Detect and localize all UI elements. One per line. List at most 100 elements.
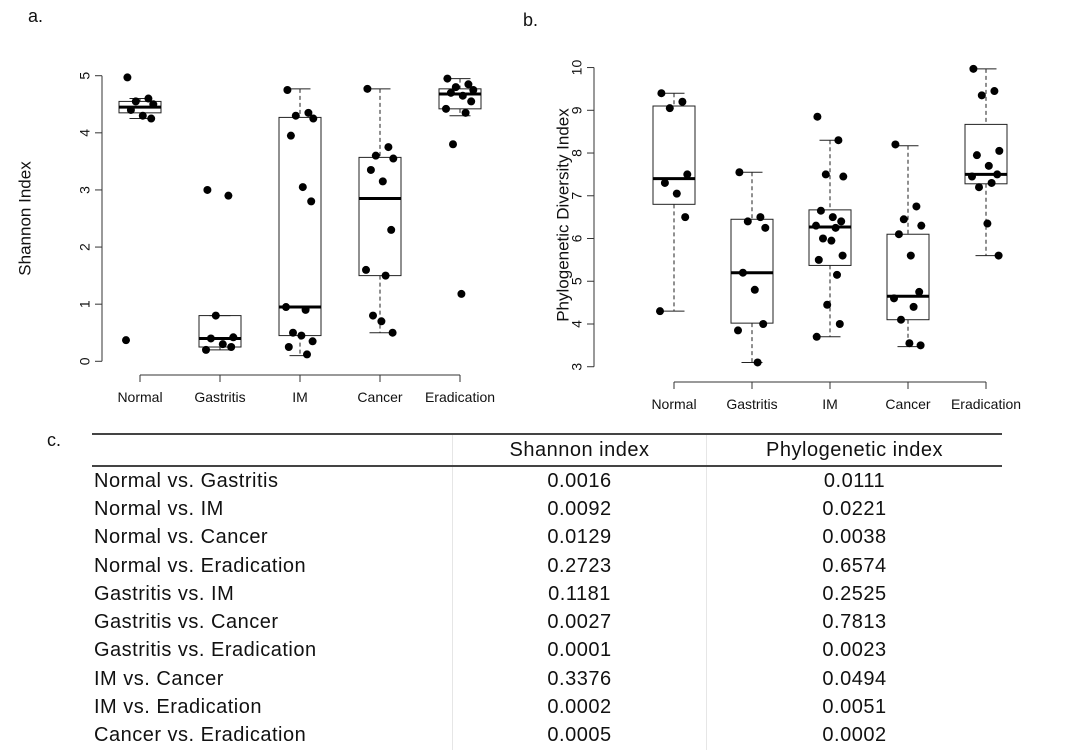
boxplot-figure: 0 1 2 3 4 5 Shannon Index Normal Gastritis IM Canc… xyxy=(15,60,1021,412)
y-tick-label: 0 xyxy=(77,357,93,365)
data-point xyxy=(283,85,292,94)
phylogenetic-pvalue-cell: 0.0221 xyxy=(706,495,1002,524)
data-point xyxy=(683,170,692,179)
data-point xyxy=(298,183,307,192)
data-point xyxy=(834,136,843,145)
data-point xyxy=(657,89,666,98)
data-point xyxy=(916,341,925,350)
data-point xyxy=(681,213,690,222)
table-body: Normal vs. Gastritis 0.0016 0.0111 Normal v… xyxy=(92,466,1002,750)
x-tick-label: Eradication xyxy=(951,396,1021,412)
table-row: Normal vs. Gastritis 0.0016 0.0111 xyxy=(92,466,1002,496)
data-point xyxy=(969,64,978,73)
y-tick-label: 5 xyxy=(77,72,93,80)
phylogenetic-pvalue-cell: 0.0494 xyxy=(706,665,1002,694)
x-tick-label: Gastritis xyxy=(194,389,245,405)
data-point xyxy=(362,265,370,274)
data-point xyxy=(363,84,372,93)
data-point xyxy=(458,91,467,100)
y-tick-label: 10 xyxy=(569,60,585,76)
data-point xyxy=(301,305,310,314)
data-point xyxy=(147,114,156,123)
table-row: Gastritis vs. Eradication 0.0001 0.0023 xyxy=(92,636,1002,666)
table-header-phylogenetic: Phylogenetic index xyxy=(706,433,1002,467)
phylogenetic-pvalue-cell: 0.7813 xyxy=(706,608,1002,637)
data-point xyxy=(743,217,752,226)
data-point xyxy=(286,131,295,140)
data-point xyxy=(812,221,820,230)
x-tick-label: Cancer xyxy=(885,396,930,412)
data-point xyxy=(371,151,380,160)
data-point xyxy=(756,213,765,222)
y-tick-label: 4 xyxy=(569,320,585,328)
data-point xyxy=(149,100,158,109)
data-point xyxy=(457,289,466,298)
comparison-cell: Normal vs. Gastritis xyxy=(94,469,279,492)
data-point xyxy=(443,74,452,83)
phylogenetic-pvalue-cell: 0.0002 xyxy=(706,721,1002,750)
box-iqr xyxy=(652,105,696,205)
shannon-pvalue-cell: 0.1181 xyxy=(452,580,707,609)
data-point xyxy=(469,85,478,94)
shannon-pvalue-cell: 0.2723 xyxy=(452,551,707,581)
data-point xyxy=(203,185,212,194)
data-point xyxy=(816,206,825,215)
shannon-pvalue-cell: 0.0092 xyxy=(452,495,707,524)
data-point xyxy=(838,251,847,260)
data-point xyxy=(987,178,996,187)
y-tick-label: 1 xyxy=(77,300,93,308)
data-point xyxy=(678,97,687,106)
table-row: Normal vs. Eradication 0.2723 0.6574 xyxy=(92,551,1002,581)
table-row: Normal vs. Cancer 0.0129 0.0038 xyxy=(92,523,1002,552)
data-point xyxy=(917,221,926,230)
data-point xyxy=(282,303,290,312)
data-point xyxy=(451,83,460,92)
data-point xyxy=(891,140,900,149)
data-point xyxy=(897,315,905,324)
x-tick-label: Eradication xyxy=(425,389,495,405)
y-tick-label: 2 xyxy=(77,243,93,251)
data-point xyxy=(759,319,768,328)
phylogenetic-pvalue-cell: 0.0038 xyxy=(706,523,1002,552)
comparison-cell: Gastritis vs. Cancer xyxy=(94,611,279,634)
data-point xyxy=(442,104,450,113)
data-point xyxy=(138,111,147,120)
data-point xyxy=(289,328,297,337)
data-point xyxy=(202,345,210,354)
panel-label-a: a. xyxy=(28,6,44,26)
data-point xyxy=(224,191,233,200)
shannon-pvalue-cell: 0.0129 xyxy=(452,523,707,552)
x-tick-label: IM xyxy=(822,396,838,412)
data-point xyxy=(303,350,311,359)
data-point xyxy=(975,183,983,192)
comparison-cell: Gastritis vs. IM xyxy=(94,582,235,605)
comparison-cell: IM vs. Eradication xyxy=(94,696,262,719)
data-point xyxy=(660,178,669,187)
data-point xyxy=(761,223,770,232)
data-point xyxy=(131,97,140,106)
data-point xyxy=(823,300,832,309)
box-iqr xyxy=(886,233,930,321)
phylogenetic-pvalue-cell: 0.6574 xyxy=(706,551,1002,581)
data-point xyxy=(307,197,316,206)
data-point xyxy=(384,143,393,152)
x-tick-label: Normal xyxy=(117,389,162,405)
y-tick-label: 6 xyxy=(569,234,585,242)
shannon-pvalue-cell: 0.0016 xyxy=(452,466,707,496)
data-point xyxy=(828,213,837,222)
data-point xyxy=(890,294,898,303)
data-point xyxy=(464,80,473,89)
data-point xyxy=(750,285,759,294)
y-tick-label: 3 xyxy=(569,363,585,371)
pvalue-table: Shannon index Phylogenetic index Normal … xyxy=(92,433,1002,750)
data-point xyxy=(738,268,747,277)
data-point xyxy=(915,287,924,296)
comparison-cell: Normal vs. Eradication xyxy=(94,554,307,577)
table-row: IM vs. Cancer 0.3376 0.0494 xyxy=(92,665,1002,694)
data-point xyxy=(665,104,674,113)
data-point xyxy=(837,217,846,226)
data-point xyxy=(735,168,744,177)
data-point xyxy=(229,333,238,342)
data-point xyxy=(308,337,317,346)
box-iqr xyxy=(278,116,322,337)
